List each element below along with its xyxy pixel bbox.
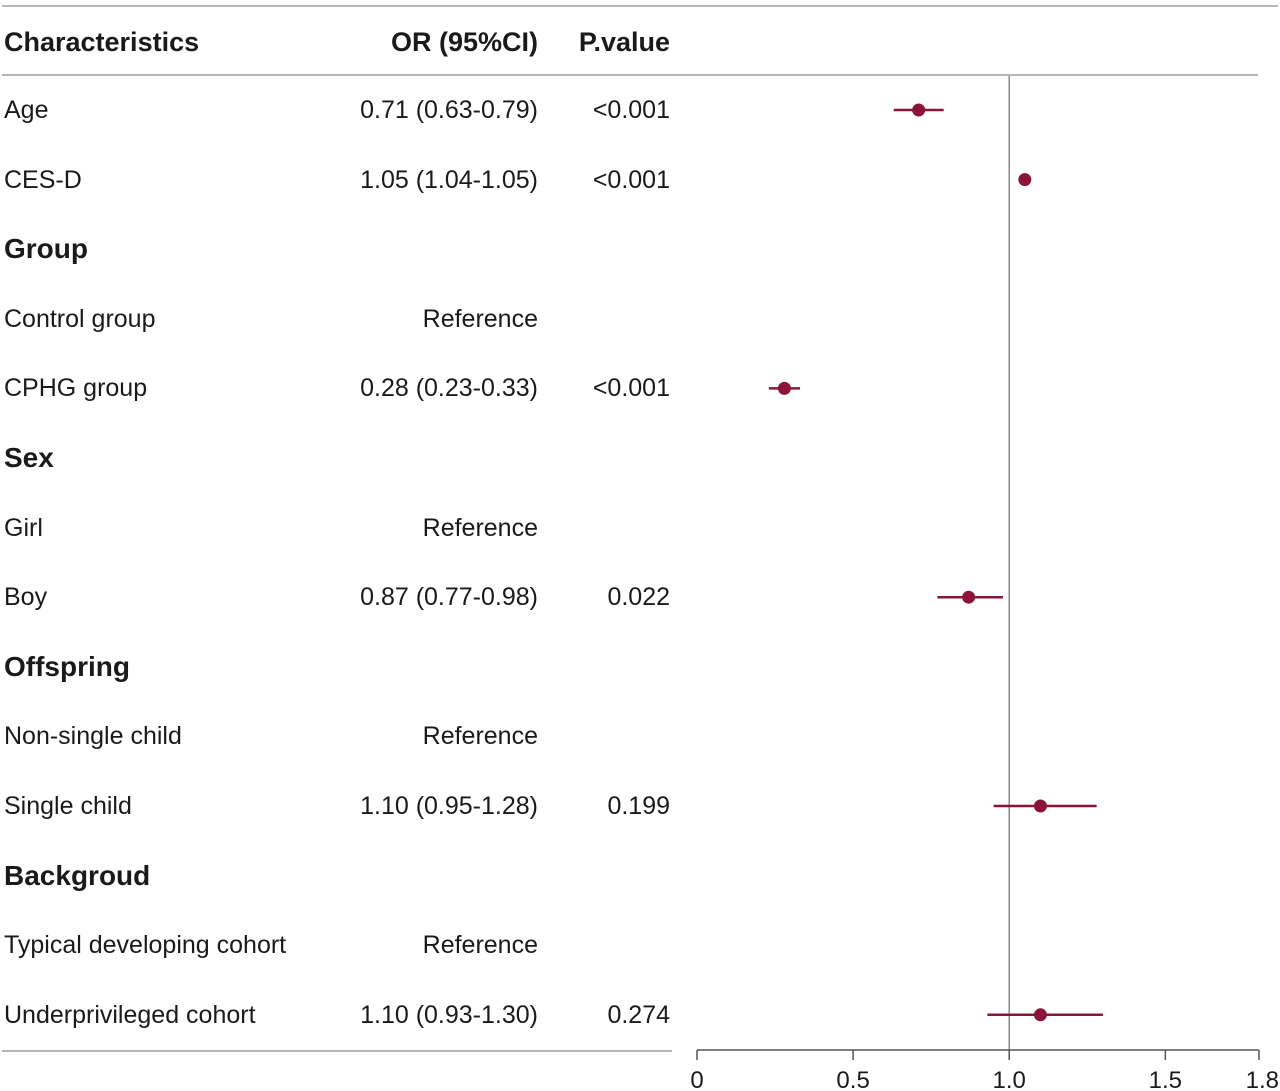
section-heading: Sex bbox=[4, 442, 54, 473]
header-rule bbox=[2, 74, 1258, 76]
row-p-value: 0.199 bbox=[607, 792, 670, 820]
x-tick-label: 0 bbox=[690, 1067, 703, 1091]
header-or-ci: OR (95%CI) bbox=[390, 27, 538, 57]
x-tick-label: 1.0 bbox=[993, 1067, 1026, 1091]
row-label: Non-single child bbox=[4, 722, 182, 750]
row-or-ci: 1.10 (0.95-1.28) bbox=[360, 792, 538, 820]
row-p-value: <0.001 bbox=[592, 96, 670, 124]
row-p-value: <0.001 bbox=[592, 166, 670, 194]
row-label: Age bbox=[4, 96, 49, 124]
row-label: Girl bbox=[4, 514, 43, 542]
row-label: Boy bbox=[4, 583, 48, 611]
row-or-ci: Reference bbox=[422, 722, 538, 750]
bottom-rule bbox=[2, 1050, 672, 1052]
row-or-ci: Reference bbox=[422, 514, 538, 542]
x-tick-label: 0.5 bbox=[836, 1067, 869, 1091]
row-label: Control group bbox=[4, 305, 156, 333]
or-point bbox=[962, 590, 976, 604]
x-tick-label: 1.5 bbox=[1149, 1067, 1182, 1091]
row-or-ci: 0.71 (0.63-0.79) bbox=[360, 96, 538, 124]
row-or-ci: Reference bbox=[422, 931, 538, 959]
section-heading: Offspring bbox=[4, 651, 130, 682]
or-point bbox=[1033, 799, 1047, 813]
row-p-value: 0.022 bbox=[607, 583, 670, 611]
or-point bbox=[777, 381, 791, 395]
row-label: CPHG group bbox=[4, 374, 148, 402]
row-p-value: <0.001 bbox=[592, 374, 670, 402]
header-characteristics: Characteristics bbox=[4, 27, 200, 57]
row-or-ci: 1.10 (0.93-1.30) bbox=[360, 1001, 538, 1029]
row-label: Underprivileged cohort bbox=[4, 1001, 256, 1029]
or-point bbox=[1033, 1008, 1047, 1022]
row-p-value: 0.274 bbox=[607, 1001, 670, 1029]
header-p-value: P.value bbox=[578, 27, 670, 57]
row-or-ci: 0.28 (0.23-0.33) bbox=[360, 374, 538, 402]
row-label: Single child bbox=[4, 792, 132, 820]
row-or-ci: 1.05 (1.04-1.05) bbox=[360, 166, 538, 194]
section-heading: Group bbox=[4, 233, 88, 264]
row-label: CES-D bbox=[4, 166, 82, 194]
or-point bbox=[912, 103, 926, 117]
section-heading: Backgroud bbox=[4, 860, 151, 891]
row-label: Typical developing cohort bbox=[4, 931, 287, 959]
top-rule bbox=[2, 5, 1278, 7]
x-tick-label: 1.8 bbox=[1246, 1067, 1279, 1091]
row-or-ci: Reference bbox=[422, 305, 538, 333]
or-point bbox=[1018, 173, 1032, 187]
row-or-ci: 0.87 (0.77-0.98) bbox=[360, 583, 538, 611]
